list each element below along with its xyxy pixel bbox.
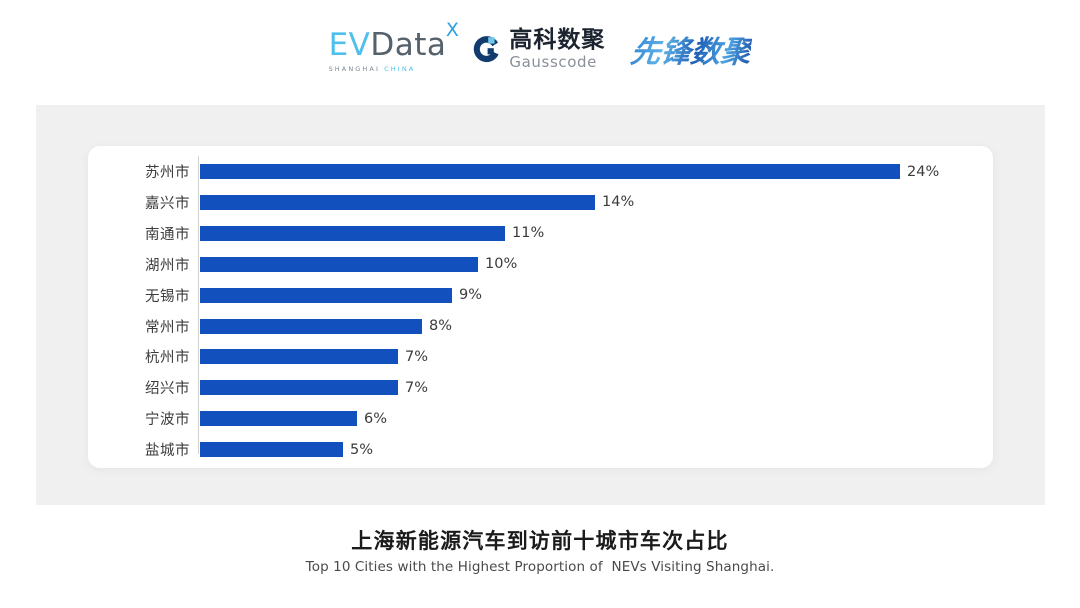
- chart-card: 苏州市 24% 嘉兴市 14% 南通市 11% 湖州市 10% 无锡市 9% 常州市 8% 杭州市 7% 绍…: [88, 146, 993, 468]
- bar-value-label: 24%: [907, 163, 940, 180]
- logo-bar: EVData X SHANGHAI CHINA 高科数聚 Gausscode 先锋…: [0, 18, 1080, 80]
- bar-value-label: 9%: [459, 287, 483, 304]
- gausscode-g-mark-icon: [472, 34, 502, 64]
- evdata-x-superscript-icon: X: [445, 18, 460, 41]
- bar-track: 9%: [200, 280, 482, 311]
- bar-fill: [200, 256, 478, 272]
- bar-fill: [200, 349, 398, 365]
- bar-fill: [200, 442, 343, 458]
- chart-footer: 上海新能源汽车到访前十城市车次占比 Top 10 Cities with the…: [0, 528, 1080, 575]
- evdata-ev-text: EV: [328, 26, 371, 63]
- bar-fill: [200, 318, 422, 334]
- bar-track: 5%: [200, 434, 373, 465]
- gausscode-logo: 高科数聚 Gausscode: [472, 26, 606, 71]
- chart-subtitle: Top 10 Cities with the Highest Proportio…: [305, 559, 775, 576]
- bar-fill: [200, 380, 398, 396]
- bar-value-label: 14%: [602, 194, 635, 211]
- bar-category-label: 无锡市: [145, 288, 190, 305]
- horizontal-bar-chart: 苏州市 24% 嘉兴市 14% 南通市 11% 湖州市 10% 无锡市 9% 常州市 8% 杭州市 7% 绍…: [88, 146, 993, 468]
- gausscode-en-name: Gausscode: [509, 52, 597, 71]
- evdata-logo: EVData X SHANGHAI CHINA: [328, 20, 459, 73]
- bar-category-label: 常州市: [145, 319, 190, 336]
- bar-value-label: 5%: [350, 441, 374, 458]
- bar-category-label: 南通市: [145, 226, 190, 243]
- bar-value-label: 10%: [485, 256, 518, 273]
- bar-value-label: 7%: [405, 348, 429, 365]
- gausscode-text: 高科数聚 Gausscode: [509, 26, 606, 71]
- bar-track: 10%: [200, 249, 517, 280]
- evdata-data-text: Data: [370, 26, 447, 63]
- bar-category-label: 苏州市: [145, 165, 190, 181]
- bar-value-label: 7%: [405, 379, 429, 396]
- bar-fill: [200, 411, 357, 427]
- evdata-tagline-country: CHINA: [384, 64, 416, 73]
- bar-row: 绍兴市 7%: [88, 372, 993, 403]
- bar-category-label: 嘉兴市: [145, 195, 190, 212]
- bar-category-label: 绍兴市: [145, 381, 190, 398]
- evdata-tagline-city: SHANGHAI: [328, 64, 380, 73]
- bar-track: 8%: [200, 311, 452, 342]
- bar-track: 7%: [200, 341, 428, 372]
- chart-title: 上海新能源汽车到访前十城市车次占比: [351, 529, 729, 553]
- bar-fill: [200, 164, 900, 179]
- bar-row: 常州市 8%: [88, 311, 993, 342]
- bar-fill: [200, 194, 595, 210]
- bar-value-label: 6%: [364, 410, 388, 427]
- bar-row: 无锡市 9%: [88, 280, 993, 311]
- bar-row: 南通市 11%: [88, 218, 993, 249]
- bar-category-label: 宁波市: [145, 412, 190, 429]
- bar-value-label: 11%: [512, 225, 545, 242]
- bar-track: 14%: [200, 187, 634, 218]
- gausscode-cn-name: 高科数聚: [509, 26, 606, 53]
- bar-fill: [200, 225, 505, 241]
- bar-row: 湖州市 10%: [88, 249, 993, 280]
- bar-row: 嘉兴市 14%: [88, 187, 993, 218]
- bar-row: 盐城市 5%: [88, 434, 993, 465]
- bar-category-label: 湖州市: [145, 257, 190, 274]
- bar-category-label: 杭州市: [145, 350, 190, 367]
- bar-track: 7%: [200, 372, 428, 403]
- bar-row: 宁波市 6%: [88, 403, 993, 434]
- bar-track: 6%: [200, 403, 387, 434]
- evdata-wordmark: EVData X: [328, 20, 459, 63]
- bar-fill: [200, 287, 452, 303]
- xianfeng-logo: 先锋数聚: [629, 27, 754, 71]
- evdata-tagline: SHANGHAI CHINA: [329, 65, 416, 73]
- bar-row: 苏州市 24%: [88, 156, 993, 187]
- chart-y-axis-line: [198, 156, 199, 454]
- bar-category-label: 盐城市: [145, 443, 190, 460]
- bar-track: 11%: [200, 218, 544, 249]
- bar-value-label: 8%: [429, 318, 453, 334]
- bar-row: 杭州市 7%: [88, 341, 993, 372]
- bar-track: 24%: [200, 156, 939, 187]
